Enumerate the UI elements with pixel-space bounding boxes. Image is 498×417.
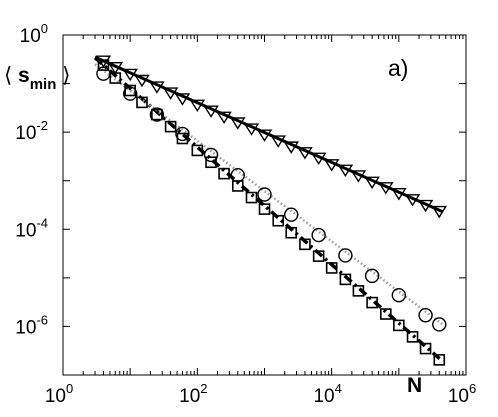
- square-marker: [366, 296, 378, 309]
- data-markers: [95, 55, 448, 366]
- square-marker: [164, 120, 177, 133]
- circle-marker: [311, 227, 326, 243]
- triangle-marker: [364, 176, 380, 190]
- labels: N ⟨ smin ⟩ a): [4, 55, 422, 397]
- circle-marker: [284, 207, 299, 222]
- square-marker: [124, 84, 136, 97]
- square-marker: [258, 203, 271, 215]
- square-marker: [352, 285, 365, 297]
- square-marker: [393, 319, 405, 332]
- axes: [62, 34, 467, 376]
- triangle-marker: [216, 111, 232, 124]
- triangle-marker: [107, 62, 124, 75]
- triangle-marker: [310, 152, 327, 166]
- y-tick-label: 10-2: [15, 118, 48, 144]
- triangle-marker: [417, 199, 434, 213]
- triangle-marker: [134, 74, 150, 88]
- square-marker: [109, 72, 122, 84]
- square-marker: [97, 59, 110, 71]
- triangle-marker: [404, 194, 421, 207]
- square-marker: [245, 191, 258, 204]
- circle-marker: [122, 86, 138, 101]
- square-marker: [380, 308, 392, 320]
- triangle-marker: [337, 164, 354, 178]
- triangle-marker: [189, 99, 206, 113]
- triangle-marker: [270, 135, 286, 148]
- y-tick-label: 10-4: [15, 215, 48, 241]
- fit-line-dash-dot: [93, 56, 444, 363]
- square-marker: [151, 108, 163, 121]
- circle-marker: [364, 268, 380, 284]
- triangle-marker: [162, 87, 179, 100]
- circle-marker: [391, 287, 407, 303]
- square-marker: [325, 262, 338, 274]
- x-tick-label: 100: [45, 381, 73, 407]
- triangle-marker: [95, 55, 112, 68]
- triangle-marker: [391, 188, 407, 201]
- plot-frame: [62, 34, 467, 376]
- circle-marker: [338, 248, 353, 263]
- y-tick-label: 10-6: [15, 312, 48, 338]
- x-tick-label: 102: [179, 381, 207, 407]
- circle-marker: [418, 308, 433, 323]
- triangle-marker: [122, 68, 138, 82]
- triangle-marker: [174, 93, 191, 106]
- circle-marker: [149, 107, 165, 122]
- square-marker: [191, 144, 204, 157]
- circle-marker: [432, 317, 447, 332]
- square-marker: [312, 250, 325, 262]
- triangle-marker: [203, 105, 219, 118]
- y-axis-label: ⟨ smin ⟩: [4, 64, 70, 93]
- square-marker: [339, 273, 352, 286]
- square-marker: [205, 156, 217, 169]
- panel-label: a): [388, 55, 408, 81]
- square-marker: [272, 214, 285, 227]
- triangle-marker: [350, 170, 367, 183]
- fit-line-dotted-gray: [94, 63, 444, 326]
- triangle-marker: [297, 147, 313, 160]
- triangle-marker: [323, 159, 340, 172]
- x-tick-label: 104: [313, 381, 341, 407]
- triangle-marker: [431, 205, 448, 219]
- circle-marker: [175, 126, 190, 142]
- y-tick-label: 100: [20, 21, 48, 47]
- triangle-marker: [243, 123, 260, 136]
- square-marker: [419, 342, 432, 355]
- square-marker: [136, 96, 148, 109]
- square-marker: [176, 132, 189, 145]
- circle-marker: [257, 187, 272, 202]
- square-marker: [285, 226, 298, 239]
- circle-marker: [203, 147, 219, 163]
- x-axis-label: N: [407, 374, 422, 397]
- square-marker: [218, 167, 230, 180]
- triangle-marker: [230, 117, 246, 130]
- triangle-marker: [283, 141, 299, 154]
- triangle-marker: [378, 182, 394, 195]
- square-marker: [406, 331, 419, 343]
- triangle-marker: [149, 81, 165, 94]
- triangle-marker: [256, 129, 273, 142]
- square-marker: [231, 180, 244, 192]
- x-tick-label: 106: [448, 381, 476, 407]
- square-marker: [433, 354, 446, 366]
- square-marker: [299, 238, 311, 251]
